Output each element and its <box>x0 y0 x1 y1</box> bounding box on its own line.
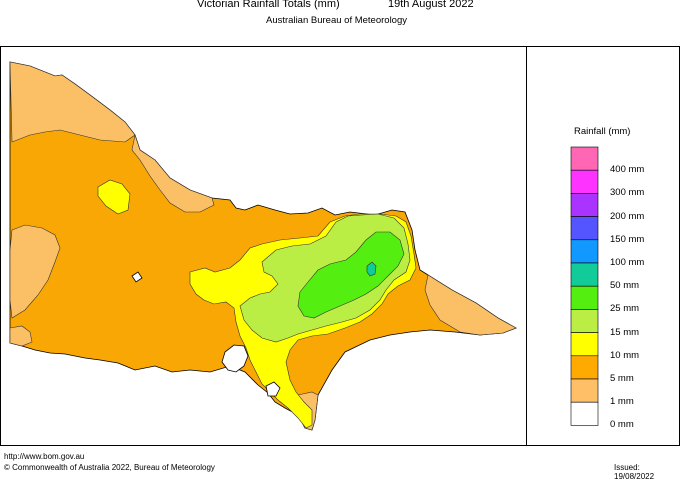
legend-label: 200 mm <box>610 210 645 222</box>
map-frame <box>0 46 680 446</box>
legend-label: 5 mm <box>610 373 634 384</box>
legend-swatch <box>570 378 599 403</box>
issued-date: Issued: 19/08/2022 <box>614 463 655 481</box>
legend-label: 50 mm <box>610 280 640 292</box>
legend-swatch <box>570 216 599 241</box>
rain-25mm-region <box>297 231 405 319</box>
legend-label: 15 mm <box>610 326 640 338</box>
legend-label: 400 mm <box>610 164 645 176</box>
rain-10mm-north-patch <box>97 179 131 215</box>
rain-1mm-upper-north <box>131 133 215 213</box>
legend-swatch <box>570 355 599 380</box>
legend-title: Rainfall (mm) <box>574 126 631 137</box>
map-title: Victorian Rainfall Totals (mm) <box>197 0 340 10</box>
legend-swatch <box>570 309 599 333</box>
western-port <box>265 381 281 397</box>
legend-color-bar <box>570 146 599 426</box>
legend-swatch <box>570 239 599 264</box>
legend-swatch <box>570 285 599 310</box>
rain-1mm-east-gippsland <box>424 274 517 336</box>
rain-1mm-west <box>9 224 61 319</box>
legend-label: 150 mm <box>610 233 645 245</box>
source-url[interactable]: http://www.bom.gov.au <box>4 452 85 461</box>
legend-label: 300 mm <box>610 187 645 199</box>
legend-swatch <box>570 169 599 194</box>
legend-label: 1 mm <box>610 396 634 408</box>
legend-label: 100 mm <box>610 257 645 268</box>
rain-1mm-northwest <box>9 61 136 143</box>
legend-swatch <box>570 262 599 287</box>
inland-lake <box>131 271 143 283</box>
legend-label: 0 mm <box>610 419 634 431</box>
legend-swatch <box>570 332 599 357</box>
port-phillip-bay <box>221 344 249 373</box>
legend-swatch <box>570 193 599 217</box>
legend-swatch <box>570 401 599 426</box>
legend-label: 10 mm <box>610 349 640 361</box>
legend-swatch <box>570 146 599 171</box>
map-date: 19th August 2022 <box>388 0 474 10</box>
rain-1mm-west-coast <box>9 325 33 347</box>
map-subtitle: Australian Bureau of Meteorology <box>266 15 407 26</box>
copyright-notice: © Commonwealth of Australia 2022, Bureau… <box>4 463 215 472</box>
rain-50mm-spot <box>366 261 377 277</box>
legend-label: 25 mm <box>610 303 640 315</box>
